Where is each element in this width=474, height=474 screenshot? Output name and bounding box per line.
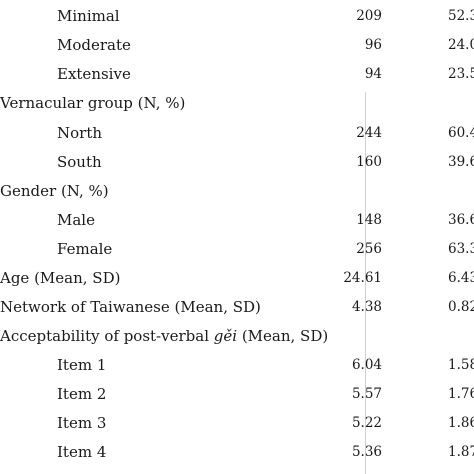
count-or-mean-cell: 24.61 [343, 270, 382, 286]
percent-or-sd-cell: 1.76 [448, 386, 474, 402]
row-sublabel: Item 2 [57, 385, 107, 403]
count-or-mean-cell: 209 [356, 8, 382, 24]
table-row: Age (Mean, SD) 24.61 6.43 [0, 266, 474, 295]
row-sublabel: Male [57, 211, 95, 229]
table-row: Gender (N, %) [0, 179, 474, 208]
row-group-label: Acceptability of post-verbal gěi (Mean, … [0, 327, 329, 345]
percent-or-sd-cell: 0.82 [448, 299, 474, 315]
row-sublabel: Moderate [57, 36, 131, 54]
percent-or-sd-cell: 24.06 [448, 37, 474, 53]
row-sublabel: North [57, 124, 103, 142]
table-row: Minimal 209 52.38 [0, 4, 474, 33]
table-row: Extensive 94 23.56 [0, 62, 474, 91]
table-row: Male 148 36.63 [0, 208, 474, 237]
count-or-mean-cell: 6.04 [351, 357, 382, 373]
table-row: Female 256 63.37 [0, 237, 474, 266]
table-row: Moderate 96 24.06 [0, 33, 474, 62]
count-or-mean-cell: 160 [356, 154, 382, 170]
count-or-mean-cell: 4.38 [351, 299, 382, 315]
table-row: Vernacular group (N, %) [0, 91, 474, 120]
row-group-label: Network of Taiwanese (Mean, SD) [0, 298, 261, 316]
count-or-mean-cell: 244 [356, 125, 382, 141]
count-or-mean-cell: 256 [356, 241, 382, 257]
count-or-mean-cell: 5.22 [351, 415, 382, 431]
row-sublabel: Extensive [57, 65, 131, 83]
percent-or-sd-cell: 63.37 [448, 241, 474, 257]
row-group-label: Vernacular group (N, %) [0, 94, 186, 112]
percent-or-sd-cell: 1.58 [448, 357, 474, 373]
table-row: Item 1 6.04 1.58 [0, 353, 474, 382]
count-or-mean-cell: 5.36 [351, 444, 382, 460]
table-row: South 160 39.60 [0, 150, 474, 179]
table-row: Item 2 5.57 1.76 [0, 382, 474, 411]
count-or-mean-cell: 96 [364, 37, 382, 53]
table-row: Acceptability of post-verbal gěi (Mean, … [0, 324, 474, 353]
row-sublabel: Female [57, 240, 113, 258]
percent-or-sd-cell: 36.63 [448, 212, 474, 228]
table-row: Network of Taiwanese (Mean, SD) 4.38 0.82 [0, 295, 474, 324]
row-sublabel: Item 3 [57, 414, 107, 432]
row-sublabel: Item 1 [57, 356, 107, 374]
row-sublabel: South [57, 153, 102, 171]
count-or-mean-cell: 94 [364, 66, 382, 82]
row-sublabel: Item 4 [57, 443, 107, 461]
table-row: Item 3 5.22 1.86 [0, 411, 474, 440]
row-group-label: Gender (N, %) [0, 182, 109, 200]
table-row: Item 4 5.36 1.87 [0, 440, 474, 469]
count-or-mean-cell: 5.57 [351, 386, 382, 402]
percent-or-sd-cell: 1.87 [448, 444, 474, 460]
row-sublabel: Minimal [57, 7, 120, 25]
percent-or-sd-cell: 52.38 [448, 8, 474, 24]
percent-or-sd-cell: 23.56 [448, 66, 474, 82]
percent-or-sd-cell: 6.43 [448, 270, 474, 286]
percent-or-sd-cell: 60.40 [448, 125, 474, 141]
count-or-mean-cell: 148 [356, 212, 382, 228]
row-group-label: Age (Mean, SD) [0, 269, 121, 287]
percent-or-sd-cell: 39.60 [448, 154, 474, 170]
column-divider [365, 92, 366, 474]
percent-or-sd-cell: 1.86 [448, 415, 474, 431]
table-row: North 244 60.40 [0, 121, 474, 150]
